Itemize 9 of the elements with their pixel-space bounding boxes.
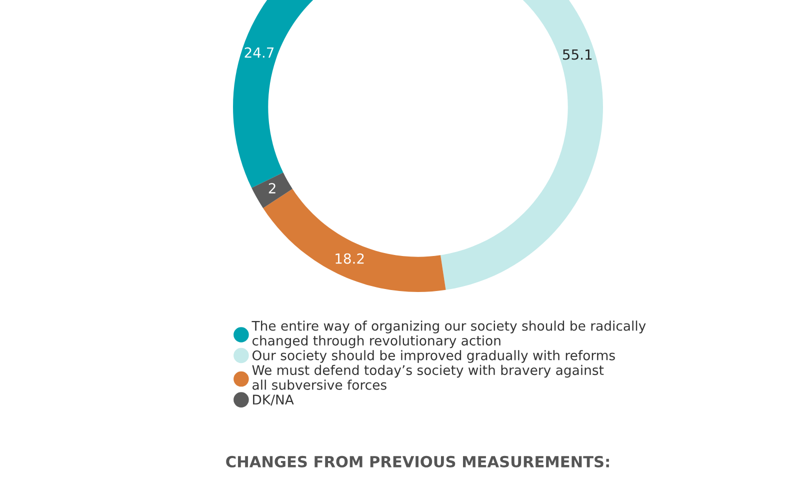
data-label: 2 xyxy=(268,183,276,194)
legend-label: Our society should be improved gradually with reforms xyxy=(252,350,615,363)
text: CHANGES FROM PREVIOUS MEASUREMENTS: xyxy=(226,456,609,468)
legend-label: The entire way of organizing our society should be radically changed through revolutionary action xyxy=(252,320,646,348)
legend-label: We must defend today’s society with bravery against all subversive forces xyxy=(252,364,604,390)
legend-label: DK/NA xyxy=(253,394,294,406)
data-label: 24.7 xyxy=(244,47,274,58)
data-label: 18.2 xyxy=(336,253,364,264)
data-label: 55.1 xyxy=(563,49,592,60)
